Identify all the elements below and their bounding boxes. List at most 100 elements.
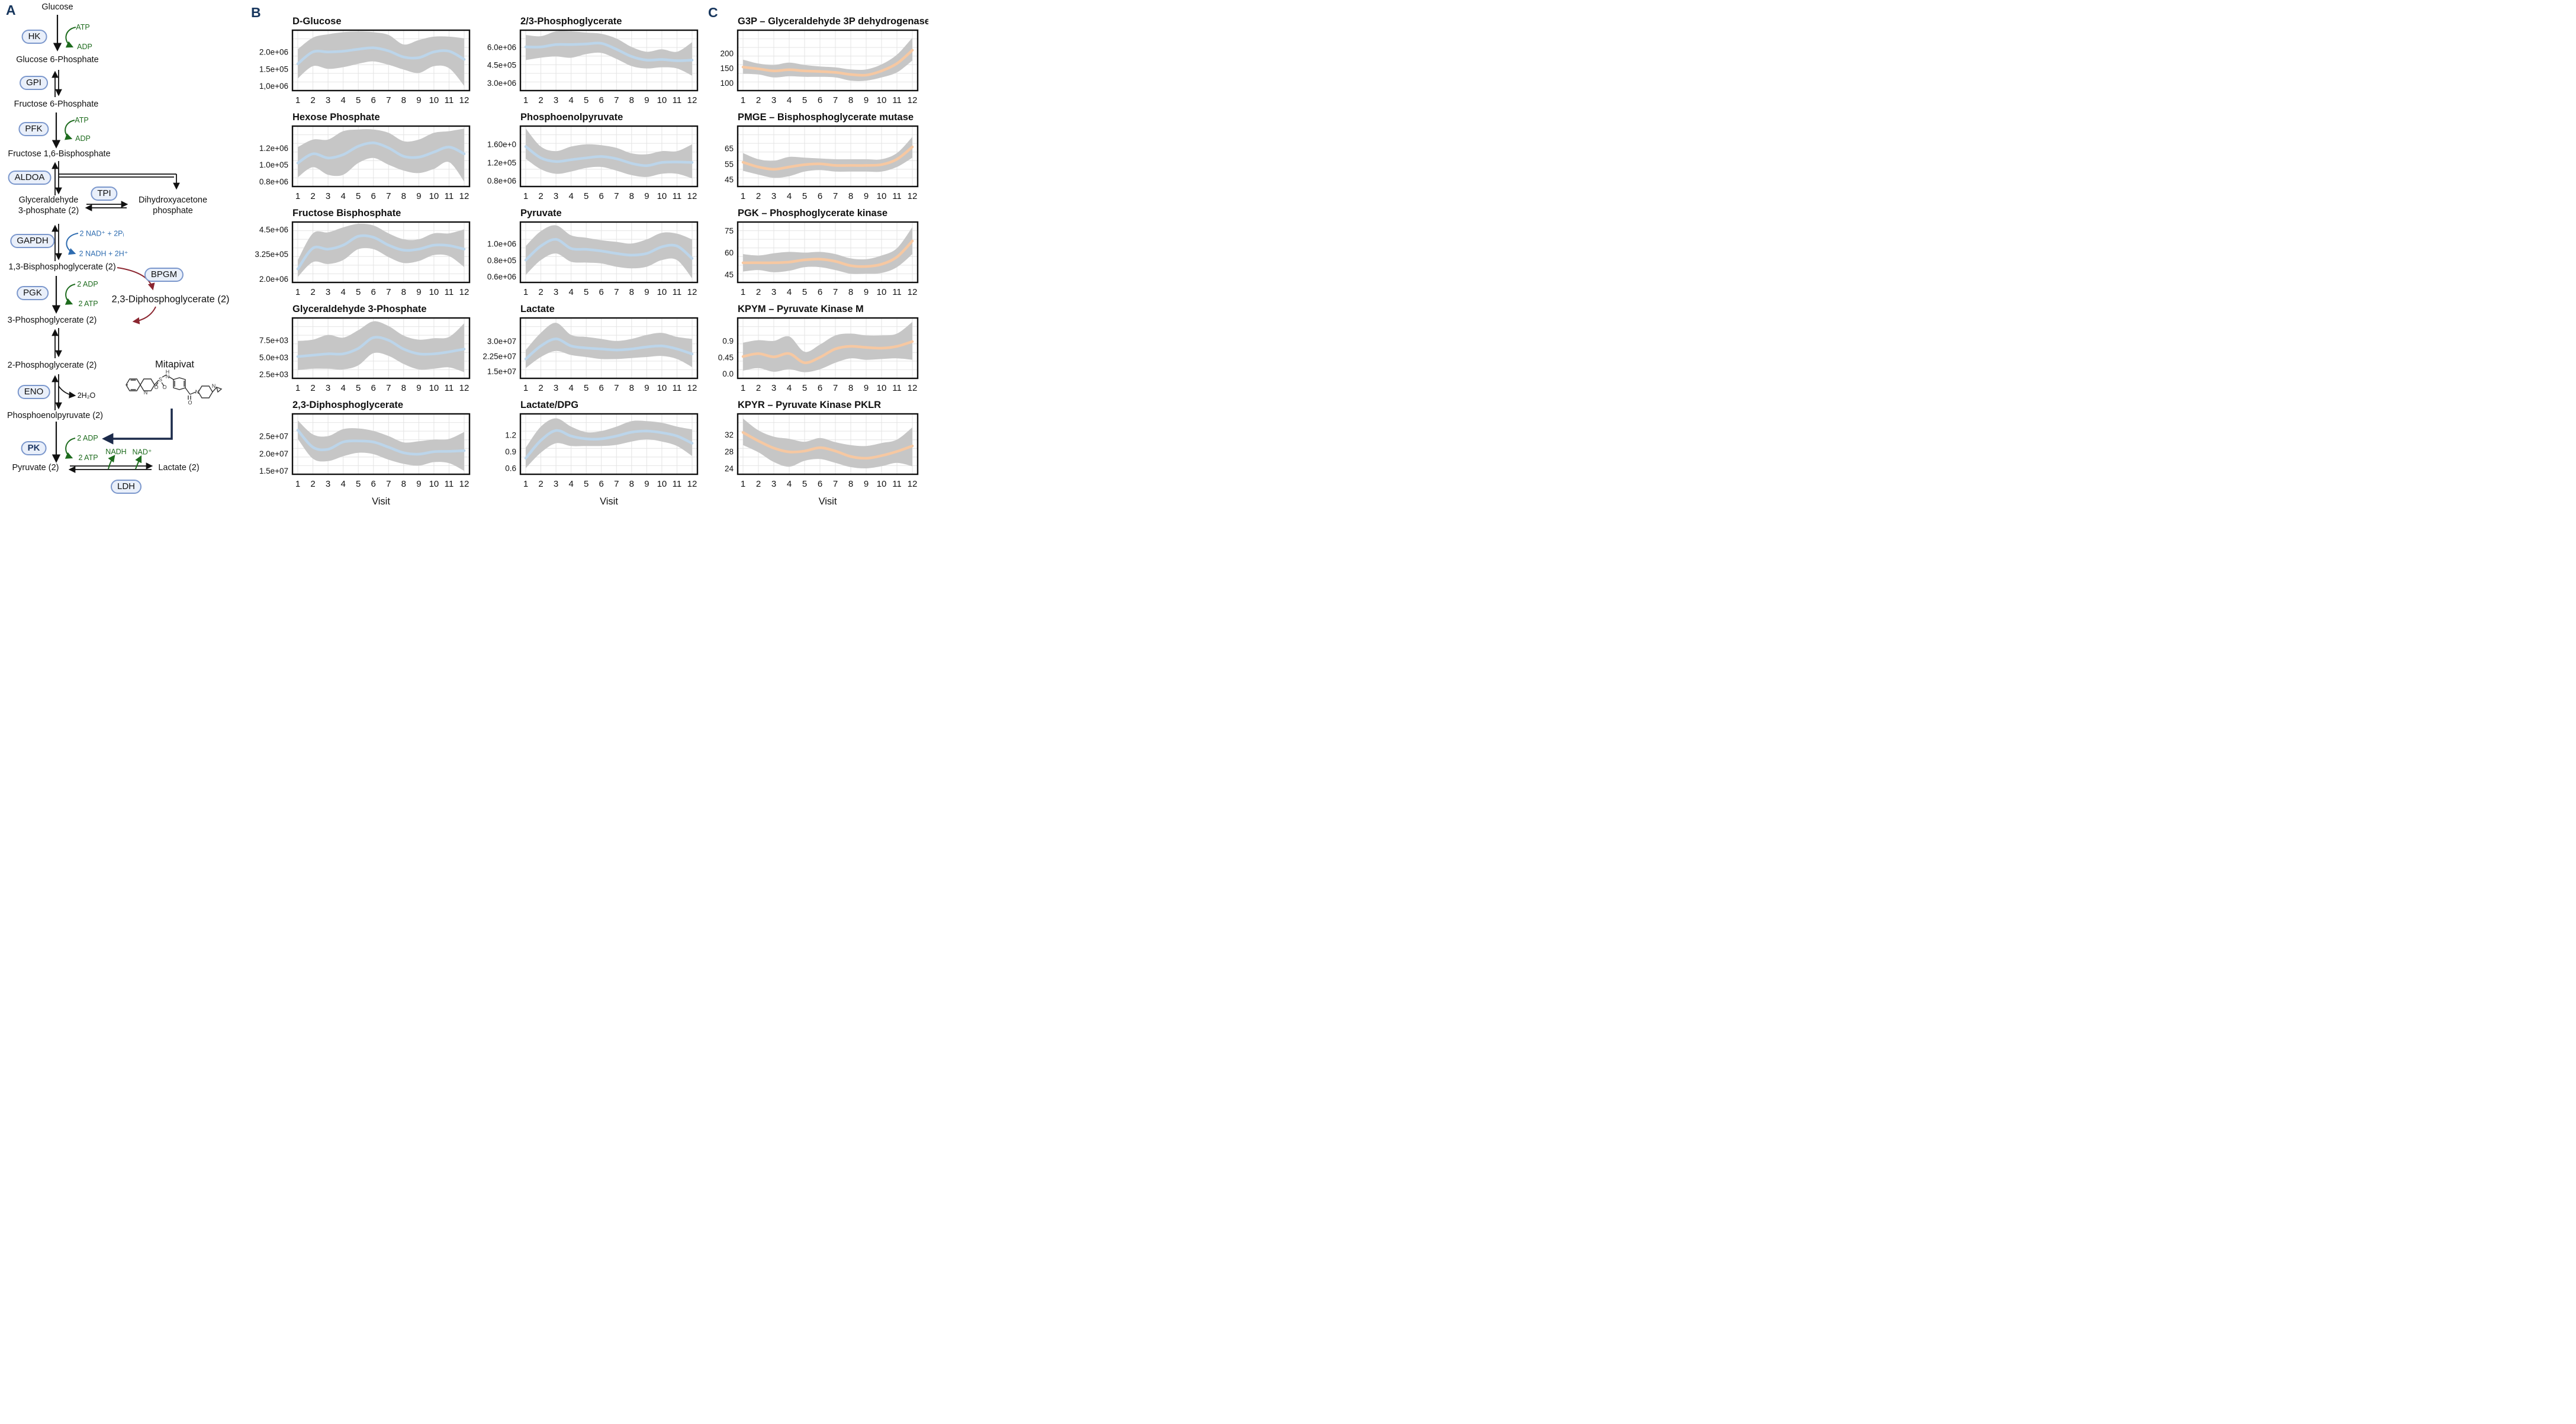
svg-text:10: 10 [657, 287, 667, 297]
svg-text:11: 11 [892, 479, 902, 489]
svg-text:6: 6 [371, 287, 376, 297]
svg-text:45: 45 [725, 270, 734, 279]
enzyme-pk: PK [21, 441, 47, 455]
svg-text:O: O [154, 384, 158, 390]
svg-text:5: 5 [584, 383, 588, 393]
enzyme-hk: HK [21, 30, 47, 44]
svg-text:8: 8 [848, 191, 853, 201]
metabolite-g6p: Glucose 6-Phosphate [16, 55, 99, 65]
svg-text:2: 2 [310, 287, 315, 297]
svg-text:4: 4 [340, 95, 345, 105]
svg-text:2: 2 [310, 479, 315, 489]
chart-b10: Lactate/DPG 1.2 0.9 0.6 1 2 3 4 5 6 7 8 9 10 11 12 [477, 399, 705, 495]
chart-title-c1: G3P – Glyceraldehyde 3P dehydrogenase [738, 16, 928, 27]
svg-text:2: 2 [310, 95, 315, 105]
svg-text:10: 10 [429, 95, 439, 105]
svg-text:10: 10 [657, 383, 667, 393]
cofactor-hk-atp: ATP [76, 23, 90, 31]
svg-text:9: 9 [864, 191, 869, 201]
svg-text:12: 12 [459, 191, 469, 201]
svg-text:12: 12 [908, 383, 918, 393]
svg-text:9: 9 [864, 287, 869, 297]
arrow-bpgm-to-23dpg [117, 267, 155, 291]
enzyme-pgk: PGK [17, 286, 49, 300]
svg-text:2: 2 [756, 383, 761, 393]
chart-title-b4: Glyceraldehyde 3-Phosphate [292, 304, 427, 314]
svg-text:2: 2 [538, 191, 543, 201]
svg-text:4: 4 [340, 191, 345, 201]
svg-text:9: 9 [416, 479, 421, 489]
svg-text:60: 60 [725, 249, 734, 258]
svg-text:4: 4 [568, 479, 573, 489]
svg-text:6: 6 [599, 479, 604, 489]
svg-text:2: 2 [538, 95, 543, 105]
svg-text:2: 2 [756, 287, 761, 297]
svg-text:2: 2 [538, 479, 543, 489]
svg-text:7: 7 [833, 479, 838, 489]
chart-canvas-b2: 1.2e+061.0e+050.8e+061 2 3 4 5 6 7 8 9 10 11 12 [259, 125, 471, 201]
svg-text:7: 7 [386, 383, 391, 393]
chart-canvas-b5: 2.5e+072.0e+071.5e+071 2 3 4 5 6 7 8 9 10 11 12 [259, 413, 471, 489]
svg-text:6: 6 [371, 95, 376, 105]
svg-text:6: 6 [371, 191, 376, 201]
svg-text:12: 12 [687, 95, 697, 105]
metabolite-ga3p-line2: 3-phosphate (2) [18, 206, 79, 216]
svg-text:0.45: 0.45 [718, 353, 734, 362]
svg-text:8: 8 [629, 383, 634, 393]
panel-b-label: B [251, 5, 261, 20]
metabolite-pep: Phosphoenolpyruvate (2) [7, 411, 104, 420]
svg-text:N: N [166, 374, 170, 380]
svg-text:24: 24 [725, 464, 734, 473]
svg-text:2.5e+03: 2.5e+03 [259, 370, 288, 379]
svg-text:100: 100 [720, 79, 734, 88]
svg-text:5: 5 [356, 191, 361, 201]
svg-text:1.5e+07: 1.5e+07 [259, 467, 288, 475]
svg-text:5: 5 [356, 287, 361, 297]
svg-text:6: 6 [818, 191, 822, 201]
svg-text:2: 2 [756, 191, 761, 201]
arrow-eno-water [58, 385, 76, 398]
svg-text:7: 7 [386, 479, 391, 489]
svg-text:2.0e+06: 2.0e+06 [259, 275, 288, 284]
svg-text:N: N [195, 389, 200, 395]
svg-text:2: 2 [538, 287, 543, 297]
svg-text:12: 12 [459, 95, 469, 105]
svg-text:7: 7 [386, 287, 391, 297]
chart-canvas-b3: 4.5e+063.25e+052.0e+061 2 3 4 5 6 7 8 9 10 11 12 [255, 221, 471, 297]
chart-title-b3: Fructose Bisphosphate [292, 208, 401, 218]
svg-text:3: 3 [326, 383, 330, 393]
svg-text:O: O [188, 400, 192, 406]
svg-text:12: 12 [908, 95, 918, 105]
metabolite-23dpg: 2,3-Diphosphoglycerate (2) [111, 294, 230, 305]
svg-text:8: 8 [848, 383, 853, 393]
svg-text:6: 6 [371, 479, 376, 489]
svg-text:8: 8 [629, 191, 634, 201]
arrow-pk-adp-atp [65, 438, 76, 459]
svg-text:10: 10 [429, 191, 439, 201]
chart-title-b8: Pyruvate [520, 208, 562, 218]
enzyme-gpi: GPI [20, 76, 48, 90]
cofactor-hk-adp: ADP [77, 43, 92, 51]
svg-text:9: 9 [416, 95, 421, 105]
svg-text:1: 1 [741, 95, 745, 105]
chart-b7: Phosphoenolpyruvate 1.60e+0 1.2e+05 0.8e+06… [477, 111, 705, 207]
svg-text:0.8e+05: 0.8e+05 [487, 256, 516, 265]
chart-title-c4: KPYM – Pyruvate Kinase M [738, 304, 864, 314]
svg-text:7: 7 [614, 95, 619, 105]
enzyme-ldh: LDH [110, 480, 142, 494]
chart-canvas-b4: 7.5e+035.0e+032.5e+031 2 3 4 5 6 7 8 9 10 11 12 [259, 317, 471, 393]
svg-text:1: 1 [523, 479, 528, 489]
pathway-panel: A [0, 0, 249, 513]
svg-text:1: 1 [741, 479, 745, 489]
svg-text:12: 12 [459, 383, 469, 393]
chart-title-c5: KPYR – Pyruvate Kinase PKLR [738, 400, 882, 410]
chart-b8: Pyruvate 1.0e+06 0.8e+05 0.6e+06 1 2 3 4 5 6 7 8 9 10… [477, 207, 705, 303]
svg-text:28: 28 [725, 447, 734, 456]
chart-canvas-b7: 1.60e+01.2e+050.8e+061 2 3 4 5 6 7 8 9 10 11 12 [487, 125, 699, 201]
svg-text:1: 1 [741, 191, 745, 201]
arrow-ldh-nad [135, 455, 142, 470]
chart-title-b1: D-Glucose [292, 16, 342, 27]
svg-text:9: 9 [416, 287, 421, 297]
